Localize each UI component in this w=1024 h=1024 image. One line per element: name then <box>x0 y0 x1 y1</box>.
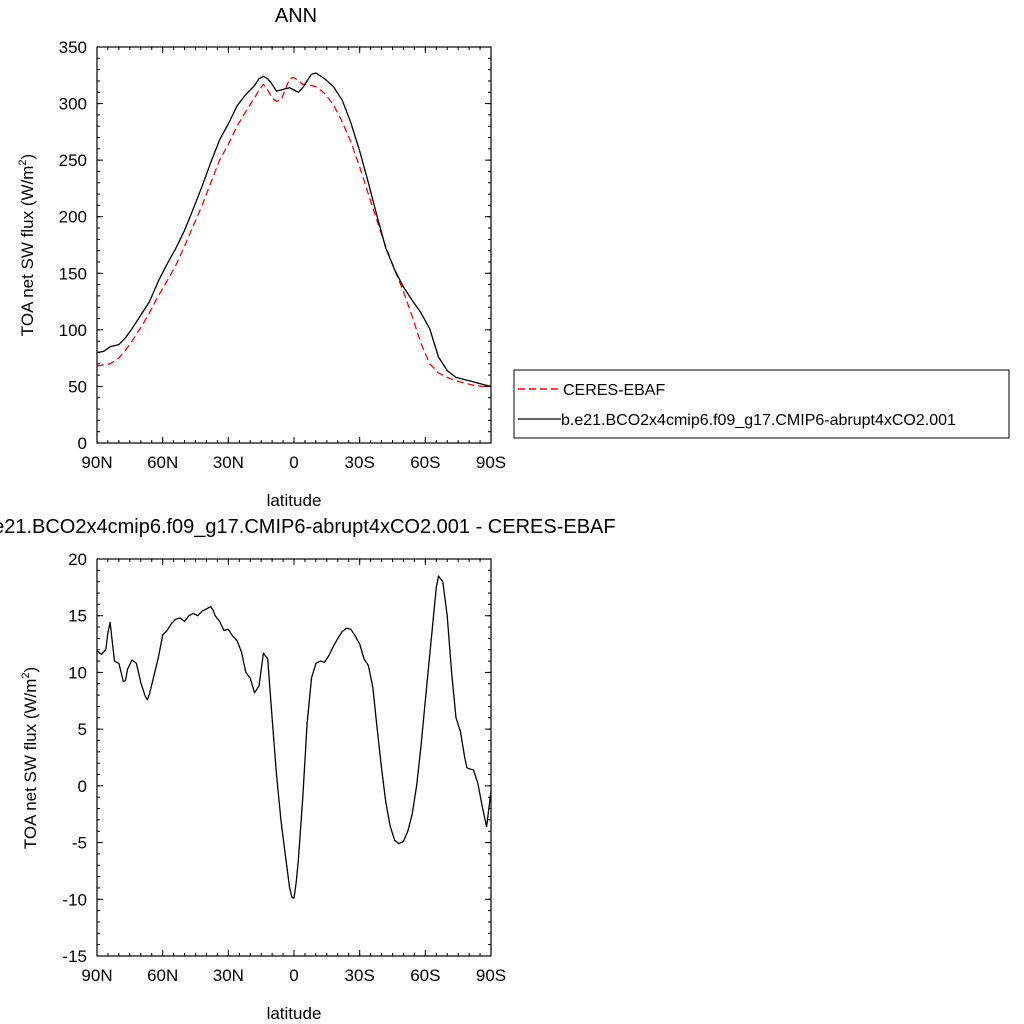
bottom-y-axis-label-sup: 2 <box>20 672 32 678</box>
bottom-x-tick-label: 30N <box>213 966 244 985</box>
top-y-tick-label: 250 <box>59 151 87 170</box>
bottom-x-tick-label: 0 <box>289 966 298 985</box>
top-chart-title: ANN <box>275 5 317 27</box>
top-series-line-1 <box>96 72 492 388</box>
top-y-tick-label: 50 <box>68 377 87 396</box>
bottom-plot-area: 90N 60N 30N 0 30S 60S 90S -15 -10 -5 0 5 10 15 20 <box>62 550 506 985</box>
top-y-tick-label: 150 <box>59 264 87 283</box>
top-y-axis-label-text: TOA net SW flux (W/m <box>18 166 37 337</box>
bottom-plot-frame <box>96 558 492 957</box>
legend: CERES-EBAF b.e21.BCO2x4cmip6.f09_g17.CMI… <box>513 369 1010 439</box>
bottom-panel: b.e21.BCO2x4cmip6.f09_g17.CMIP6-abrupt4x… <box>0 516 616 1023</box>
top-y-tick-label: 0 <box>78 434 87 453</box>
top-y-tick-label: 100 <box>59 321 87 340</box>
top-y-axis-label-sup: 2 <box>17 159 29 165</box>
bottom-x-tick-label: 90S <box>476 966 506 985</box>
bottom-y-tick-label: 10 <box>68 663 87 682</box>
bottom-y-axis-label-close: ) <box>21 667 40 673</box>
legend-label-ceres: CERES-EBAF <box>563 382 665 399</box>
top-x-tick-label: 90S <box>476 453 506 472</box>
bottom-y-tick-label: 0 <box>78 777 87 796</box>
bottom-y-tick-label: 15 <box>68 607 87 626</box>
legend-box <box>513 369 1010 439</box>
bottom-x-tick-label: 60S <box>410 966 440 985</box>
top-y-tick-label: 300 <box>59 95 87 114</box>
bottom-y-tick-label: -5 <box>72 834 87 853</box>
bottom-y-axis-label-text: TOA net SW flux (W/m <box>21 679 40 850</box>
top-x-tick-label: 30N <box>213 453 244 472</box>
bottom-chart-title: b.e21.BCO2x4cmip6.f09_g17.CMIP6-abrupt4x… <box>0 516 616 538</box>
bottom-y-axis-label: TOA net SW flux (W/m2) <box>20 667 40 849</box>
legend-label-model: b.e21.BCO2x4cmip6.f09_g17.CMIP6-abrupt4x… <box>561 412 956 429</box>
top-panel: ANN 90N 60N 30N 0 30S 60S 90S 0 50 100 150 200 250 30… <box>17 5 1010 510</box>
top-x-tick-label: 60S <box>410 453 440 472</box>
bottom-x-tick-label: 60N <box>147 966 178 985</box>
bottom-y-tick-label: 5 <box>78 720 87 739</box>
bottom-x-axis-label: latitude <box>267 1004 322 1023</box>
bottom-y-tick-label: 20 <box>68 550 87 569</box>
top-plot-area: 90N 60N 30N 0 30S 60S 90S 0 50 100 150 200 250 300 350 <box>59 38 507 472</box>
top-x-tick-label: 30S <box>345 453 375 472</box>
top-y-axis-label: TOA net SW flux (W/m2) <box>17 154 37 336</box>
top-y-axis-label-close: ) <box>18 154 37 160</box>
top-y-tick-label: 350 <box>59 38 87 57</box>
top-x-tick-label: 90N <box>81 453 112 472</box>
top-x-tick-label: 60N <box>147 453 178 472</box>
top-x-tick-label: 0 <box>289 453 298 472</box>
bottom-y-tick-label: -15 <box>62 947 87 966</box>
top-x-axis-label: latitude <box>267 491 322 510</box>
bottom-x-tick-label: 30S <box>345 966 375 985</box>
top-plot-frame <box>96 46 492 444</box>
top-y-tick-label: 200 <box>59 208 87 227</box>
bottom-y-tick-label: -10 <box>62 890 87 909</box>
bottom-series-line-0 <box>96 575 492 899</box>
top-series-line-0 <box>96 76 491 388</box>
bottom-x-tick-label: 90N <box>81 966 112 985</box>
